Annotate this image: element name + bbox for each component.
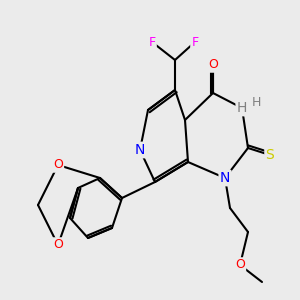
Text: O: O	[53, 158, 63, 172]
Text: F: F	[148, 35, 156, 49]
Text: O: O	[235, 259, 245, 272]
Text: F: F	[191, 35, 199, 49]
Text: H: H	[237, 101, 247, 115]
Text: O: O	[208, 58, 218, 71]
Text: H: H	[251, 97, 261, 110]
Text: S: S	[266, 148, 274, 162]
Text: O: O	[53, 238, 63, 251]
Text: N: N	[135, 143, 145, 157]
Text: N: N	[220, 171, 230, 185]
